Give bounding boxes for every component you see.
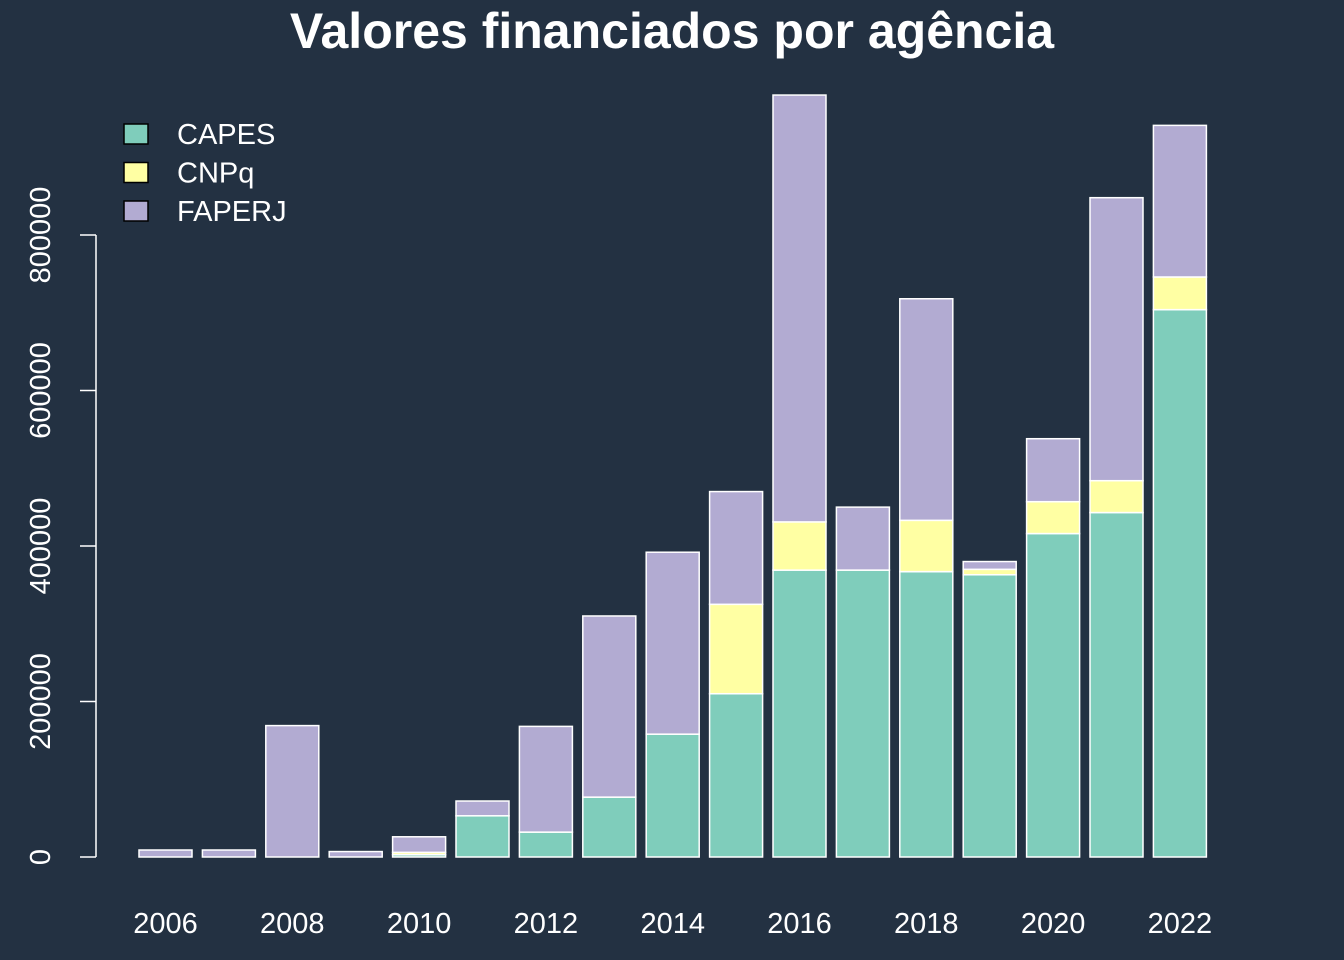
y-tick-label: 200000 [25,653,57,750]
legend-swatch-capes [123,123,149,145]
bar-cnpq-2020 [1025,500,1081,535]
x-tick-label: 2012 [514,908,579,940]
chart-title: Valores financiados por agência [290,3,1055,59]
bar-faperj-2017 [835,506,891,571]
bar-capes-2011 [455,815,510,858]
bar-faperj-2021 [1089,196,1144,482]
bar-capes-2015 [708,692,764,858]
bar-faperj-2009 [328,850,383,858]
bar-cnpq-2015 [708,603,764,695]
bar-faperj-2020 [1025,437,1081,503]
bars-group [138,94,1208,858]
y-tick-label: 400000 [25,498,57,595]
bar-faperj-2018 [899,298,954,522]
bar-faperj-2013 [582,615,637,798]
bar-faperj-2019 [962,560,1017,571]
bar-capes-2018 [899,570,954,858]
bar-faperj-2015 [708,490,764,606]
legend-label-cnpq: CNPq [177,158,254,190]
x-tick-labels: 2006 2008 2010 2012 2014 2016 2018 2020 2022 [133,908,1212,940]
bar-faperj-2016 [772,94,827,523]
bar-faperj-2010 [391,836,447,854]
x-tick-label: 2016 [767,908,832,940]
bar-capes-2021 [1089,511,1144,858]
bar-faperj-2022 [1152,124,1208,278]
y-tick-label: 0 [25,849,57,865]
x-tick-label: 2014 [640,908,705,940]
bar-cnpq-2018 [899,519,954,573]
x-tick-label: 2020 [1021,908,1086,940]
bar-faperj-2012 [518,725,574,833]
bar-capes-2016 [772,569,827,858]
x-tick-label: 2006 [133,908,198,940]
x-tick-label: 2008 [260,908,325,940]
y-tick-label: 800000 [25,187,57,284]
x-tick-label: 2018 [894,908,959,940]
bar-cnpq-2022 [1152,276,1208,311]
legend-swatch-cnpq [123,161,149,184]
bar-cnpq-2019 [962,568,1017,576]
bar-capes-2012 [518,831,574,858]
bar-capes-2013 [582,796,637,858]
bar-capes-2022 [1152,308,1208,858]
bar-cnpq-2021 [1089,479,1144,514]
y-axis: 0 200000 400000 600000 800000 [25,187,97,865]
y-tick-label: 600000 [25,342,57,439]
x-tick-label: 2022 [1148,908,1213,940]
bar-faperj-2011 [455,800,510,817]
bar-capes-2019 [962,574,1017,858]
legend-swatch-faperj [123,200,149,222]
bar-capes-2020 [1025,532,1081,858]
bar-faperj-2006 [138,849,193,858]
bar-faperj-2007 [201,849,257,858]
bar-cnpq-2016 [772,521,827,571]
legend: CAPES CNPq FAPERJ [123,119,287,228]
bar-faperj-2014 [645,551,700,735]
legend-label-faperj: FAPERJ [177,196,287,228]
bar-capes-2014 [645,733,700,858]
bar-faperj-2008 [265,724,320,858]
legend-label-capes: CAPES [177,119,275,151]
x-tick-label: 2010 [387,908,452,940]
bar-capes-2017 [835,569,891,858]
